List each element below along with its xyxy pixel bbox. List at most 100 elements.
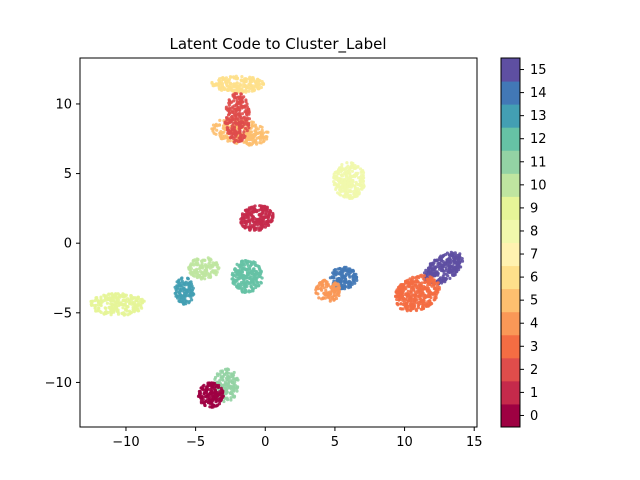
scatter-point <box>129 294 133 298</box>
scatter-point <box>247 112 251 116</box>
scatter-point <box>230 100 234 104</box>
scatter-point <box>241 100 245 104</box>
scatter-point <box>257 267 262 271</box>
scatter-point <box>235 103 239 107</box>
scatter-point <box>213 377 217 381</box>
scatter-point <box>122 313 126 317</box>
scatter-point <box>232 370 236 375</box>
scatter-point <box>115 309 119 313</box>
scatter-point <box>202 388 206 392</box>
scatter-point <box>217 123 221 127</box>
scatter-point <box>360 185 364 189</box>
scatter-point <box>331 271 335 275</box>
scatter-point <box>359 170 363 174</box>
scatter-point <box>235 376 239 380</box>
scatter-point <box>126 313 130 317</box>
scatter-point <box>214 123 218 128</box>
scatter-point <box>428 272 432 276</box>
scatter-point <box>223 383 227 387</box>
scatter-point <box>251 224 255 228</box>
scatter-point <box>359 167 363 171</box>
scatter-point <box>237 276 241 280</box>
scatter-point <box>456 264 460 268</box>
colorbar-tick-label: 3 <box>530 340 538 355</box>
scatter-point <box>244 283 248 287</box>
scatter-point <box>232 395 236 399</box>
scatter-point <box>214 394 218 398</box>
scatter-point <box>208 388 212 392</box>
scatter-point <box>187 287 191 291</box>
scatter-point <box>211 263 215 267</box>
scatter-point <box>261 82 265 86</box>
scatter-point <box>451 264 455 268</box>
scatter-point <box>321 279 325 284</box>
scatter-point <box>180 281 184 285</box>
scatter-point <box>259 280 263 284</box>
scatter-point <box>355 278 359 282</box>
scatter-point <box>139 303 143 307</box>
scatter-point <box>340 163 344 167</box>
scatter-point <box>420 281 424 285</box>
scatter-point <box>219 375 223 379</box>
scatter-point <box>430 284 434 288</box>
scatter-point <box>414 307 418 311</box>
scatter-point <box>126 305 130 309</box>
scatter-point <box>439 279 443 283</box>
scatter-point <box>256 222 260 227</box>
scatter-point <box>231 281 235 285</box>
scatter-point <box>340 178 344 182</box>
scatter-point <box>403 281 407 285</box>
scatter-point <box>244 209 249 213</box>
scatter-point <box>432 265 436 269</box>
scatter-point <box>446 262 450 266</box>
scatter-point <box>227 117 231 121</box>
scatter-point <box>320 284 324 288</box>
scatter-point <box>238 129 242 133</box>
scatter-point <box>449 261 453 265</box>
scatter-point <box>254 285 258 290</box>
scatter-point <box>252 220 256 224</box>
scatter-point <box>259 85 263 90</box>
scatter-point <box>345 170 349 174</box>
scatter-point <box>259 130 263 134</box>
scatter-point <box>128 302 132 306</box>
colorbar-segment <box>501 81 520 105</box>
scatter-point <box>435 291 439 295</box>
scatter-point <box>324 288 328 293</box>
scatter-point <box>237 115 241 119</box>
x-tick-label: −10 <box>112 435 139 450</box>
scatter-point <box>226 121 230 126</box>
scatter-point <box>183 292 187 296</box>
scatter-point <box>188 283 192 287</box>
scatter-point <box>105 301 109 305</box>
scatter-point <box>238 96 242 101</box>
scatter-point <box>210 381 214 385</box>
cluster-2 <box>223 92 251 144</box>
scatter-point <box>262 136 266 140</box>
scatter-point <box>204 264 208 268</box>
scatter-point <box>240 220 244 224</box>
scatter-point <box>215 390 219 394</box>
scatter-point <box>214 82 218 86</box>
scatter-point <box>453 265 457 269</box>
scatter-point <box>126 297 130 301</box>
scatter-point <box>353 276 357 280</box>
scatter-point <box>239 139 243 143</box>
scatter-point <box>440 266 444 270</box>
scatter-point <box>448 270 452 274</box>
colorbar-segment <box>501 150 520 174</box>
scatter-point <box>235 389 239 393</box>
colorbar-segment <box>501 173 520 197</box>
scatter-point <box>245 271 250 275</box>
scatter-point <box>398 307 403 311</box>
scatter-point <box>188 280 192 284</box>
scatter-point <box>245 220 249 224</box>
colorbar-segment <box>501 334 520 359</box>
scatter-point <box>217 78 221 82</box>
scatter-point <box>340 185 344 189</box>
scatter-point <box>333 287 337 291</box>
scatter-point <box>221 378 225 382</box>
scatter-point <box>121 299 125 303</box>
scatter-point <box>231 85 236 89</box>
